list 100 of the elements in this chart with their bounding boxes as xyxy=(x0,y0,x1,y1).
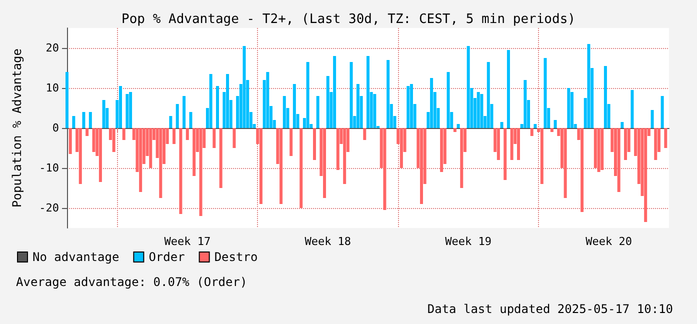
legend-label: No advantage xyxy=(32,250,120,264)
bar xyxy=(336,128,340,170)
y-tick-label: -20 xyxy=(39,202,59,214)
bar xyxy=(280,128,283,204)
bar xyxy=(312,128,316,160)
bar xyxy=(112,128,116,152)
bar xyxy=(406,86,410,128)
bar xyxy=(453,128,456,132)
bar xyxy=(88,112,92,128)
bar xyxy=(440,128,444,172)
bar xyxy=(189,112,192,128)
bar xyxy=(179,128,182,214)
bar xyxy=(530,128,534,136)
bar xyxy=(460,128,464,188)
bar xyxy=(78,128,82,184)
bar xyxy=(149,128,152,168)
bar xyxy=(363,128,366,140)
bar xyxy=(122,128,126,140)
bar xyxy=(650,110,654,128)
bar xyxy=(306,62,310,128)
chart-title: Pop % Advantage - T2+, (Last 30d, TZ: CEST, 5 min periods) xyxy=(122,12,576,27)
bar xyxy=(466,46,470,128)
bar xyxy=(456,124,460,128)
bar xyxy=(219,128,222,188)
y-tick-label: 20 xyxy=(46,42,59,54)
bar xyxy=(343,128,346,184)
bar xyxy=(430,78,434,128)
bar xyxy=(182,96,186,128)
bar xyxy=(92,128,96,152)
bar xyxy=(373,94,376,128)
bar xyxy=(534,124,537,128)
bar xyxy=(480,94,484,128)
bar xyxy=(192,128,196,176)
bar xyxy=(400,128,403,168)
bar xyxy=(476,92,480,128)
bar xyxy=(290,128,293,156)
bar xyxy=(356,84,360,128)
bar xyxy=(226,74,230,128)
bar xyxy=(159,128,162,198)
bar xyxy=(420,128,424,204)
bar xyxy=(126,94,129,128)
bar xyxy=(172,128,176,144)
bar xyxy=(486,62,490,128)
bar xyxy=(570,92,574,128)
bar xyxy=(366,56,370,128)
bar xyxy=(550,128,554,132)
bar xyxy=(504,128,507,180)
bar xyxy=(524,80,527,128)
bar xyxy=(564,128,567,198)
legend-label: Order xyxy=(148,250,185,264)
bar xyxy=(654,128,658,160)
bar xyxy=(259,128,262,204)
bar xyxy=(333,56,336,128)
bar xyxy=(567,88,570,128)
bar xyxy=(72,116,76,128)
bar xyxy=(316,96,320,128)
bar xyxy=(386,60,390,128)
bar xyxy=(98,128,102,182)
bar xyxy=(350,62,353,128)
bar xyxy=(232,128,236,148)
bar xyxy=(212,128,216,148)
bar xyxy=(664,128,668,148)
y-tick-label: 0 xyxy=(52,122,59,134)
x-tick-label: Week 17 xyxy=(164,235,211,248)
bar xyxy=(496,128,500,160)
x-tick-label: Week 18 xyxy=(304,235,352,248)
bar xyxy=(176,104,179,128)
bar xyxy=(139,128,142,192)
bar xyxy=(644,128,648,222)
legend-label: Destro xyxy=(214,250,258,264)
bar xyxy=(323,128,326,198)
bar xyxy=(410,84,413,128)
bar xyxy=(66,72,68,128)
bar xyxy=(660,96,664,128)
bar xyxy=(282,96,286,128)
y-tick-label: 10 xyxy=(46,82,59,94)
bar xyxy=(199,128,202,216)
bar xyxy=(383,128,386,210)
bar xyxy=(540,128,544,184)
bar xyxy=(216,86,219,128)
bar xyxy=(506,50,510,128)
bar xyxy=(446,72,450,128)
bar xyxy=(517,128,520,160)
bar xyxy=(630,90,634,128)
bar xyxy=(292,84,296,128)
bar xyxy=(209,74,212,128)
text: Average advantage: 0.07% (Order) xyxy=(16,275,248,289)
y-tick-label: -10 xyxy=(39,162,59,174)
bar xyxy=(510,128,514,160)
bar xyxy=(186,128,189,140)
bar xyxy=(300,128,303,208)
bar xyxy=(624,128,628,160)
text: Data last updated 2025-05-17 10:10 xyxy=(427,302,674,316)
bar xyxy=(587,44,590,128)
bar xyxy=(68,128,72,154)
bar xyxy=(326,76,330,128)
bar xyxy=(620,122,624,128)
y-axis-title: Population % Advantage xyxy=(10,48,24,208)
bar xyxy=(544,58,547,128)
bar xyxy=(266,72,270,128)
